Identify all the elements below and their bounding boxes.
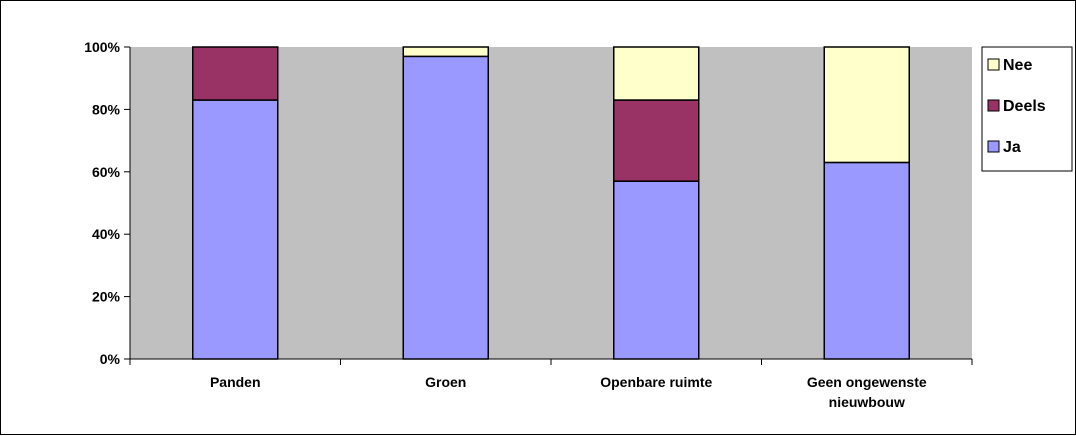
- bar-ja: [823, 161, 910, 360]
- y-tick-label: 60%: [92, 164, 121, 180]
- x-category-label: Panden: [210, 374, 261, 390]
- legend-label-deels: Deels: [1003, 98, 1046, 115]
- bar-ja: [402, 55, 489, 360]
- x-category-label: Geen ongewenste: [807, 374, 927, 390]
- x-category-label: nieuwbouw: [829, 394, 905, 410]
- bar-nee: [613, 46, 700, 101]
- legend-label-nee: Nee: [1003, 57, 1032, 74]
- bar-deels: [192, 46, 279, 101]
- bar-nee: [402, 46, 489, 58]
- bar-nee: [823, 46, 910, 164]
- legend-label-ja: Ja: [1003, 139, 1021, 156]
- y-tick-label: 80%: [92, 101, 121, 117]
- bar-ja: [192, 99, 279, 360]
- bar-deels: [613, 99, 700, 182]
- x-category-label: Groen: [425, 374, 466, 390]
- legend-swatch-nee: [987, 58, 1000, 71]
- legend-swatch-deels: [987, 99, 1000, 112]
- y-tick-label: 0%: [100, 351, 121, 367]
- y-tick-label: 40%: [92, 226, 121, 242]
- x-category-label: Openbare ruimte: [600, 374, 712, 390]
- legend-swatch-ja: [987, 140, 1000, 153]
- bar-ja: [613, 180, 700, 360]
- y-tick-label: 20%: [92, 289, 121, 305]
- y-tick-label: 100%: [84, 39, 120, 55]
